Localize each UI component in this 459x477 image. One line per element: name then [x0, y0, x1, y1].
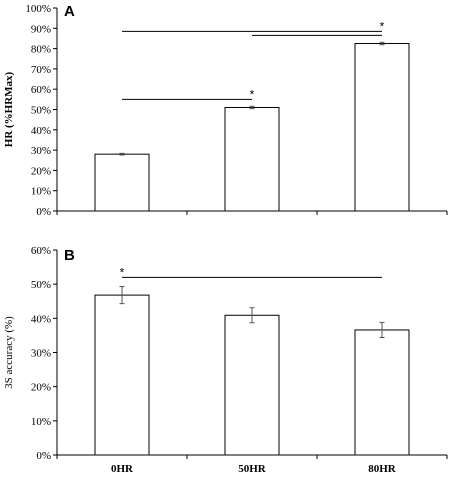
- y-tick-label: 0%: [36, 206, 51, 218]
- y-tick-label: 40%: [31, 313, 51, 325]
- bar-0HR: [94, 294, 150, 456]
- y-tick-label: 10%: [31, 186, 51, 198]
- panel-label: A: [64, 3, 75, 20]
- x-category-label: 0HR: [111, 463, 134, 475]
- panel-a-chart: A 0% 10% 20% 30% 40% 50% 60% 70% 80% 90% 100% HR (%H…: [3, 3, 448, 218]
- panel-label: B: [64, 247, 75, 264]
- y-tick-label: 50%: [31, 105, 51, 117]
- y-tick-label: 0%: [36, 450, 51, 462]
- bar-0HR: [94, 153, 150, 212]
- y-tick-label: 100%: [25, 3, 51, 15]
- y-tick-label: 30%: [31, 145, 51, 157]
- y-tick-label: 60%: [31, 245, 51, 257]
- significance-marker: *: [380, 19, 385, 33]
- y-tick-label: 70%: [31, 64, 51, 76]
- significance-marker: *: [120, 265, 125, 279]
- y-tick-label: 40%: [31, 125, 51, 137]
- bar-80HR: [354, 329, 410, 456]
- y-tick-label: 20%: [31, 165, 51, 177]
- x-category-label: 50HR: [238, 463, 267, 475]
- y-tick-label: 10%: [31, 416, 51, 428]
- bar-50HR: [224, 106, 280, 212]
- y-tick-label: 60%: [31, 84, 51, 96]
- bar-80HR: [354, 43, 410, 212]
- bar-50HR: [224, 314, 280, 456]
- x-category-label: 80HR: [368, 463, 397, 475]
- y-tick-label: 80%: [31, 44, 51, 56]
- y-tick-label: 50%: [31, 279, 51, 291]
- y-tick-label: 20%: [31, 382, 51, 394]
- y-tick-label: 30%: [31, 348, 51, 360]
- y-axis-title: 3S accuracy (%): [3, 316, 15, 389]
- panel-b-chart: B 0% 10% 20% 30% 40% 50% 60% 3S accuracy (%) 0HR 5…: [3, 245, 448, 475]
- y-tick-label: 90%: [31, 23, 51, 35]
- y-axis-title: HR (%HRMax): [3, 71, 15, 147]
- significance-marker: *: [250, 87, 255, 101]
